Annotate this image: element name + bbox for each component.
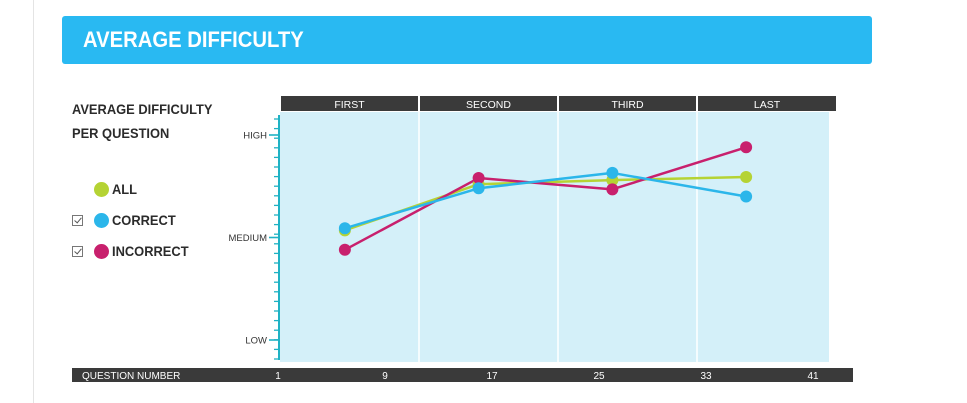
series-line-incorrect xyxy=(343,146,748,252)
page-title: AVERAGE DIFFICULTY xyxy=(83,27,304,52)
data-point-incorrect xyxy=(740,141,753,154)
y-tick-label-low: LOW xyxy=(245,336,267,347)
data-point-incorrect xyxy=(606,183,619,196)
data-point-correct xyxy=(472,182,485,195)
chart-side-title: AVERAGE DIFFICULTY PER QUESTION xyxy=(72,97,256,145)
x-tick-label-33: 33 xyxy=(700,371,712,382)
header-banner: AVERAGE DIFFICULTY xyxy=(62,16,872,64)
quartile-label-last: LAST xyxy=(754,99,781,111)
data-point-correct xyxy=(740,190,753,203)
x-tick-label-17: 17 xyxy=(486,371,498,382)
quartile-label-third: THIRD xyxy=(611,99,643,111)
y-tick-label-medium: MEDIUM xyxy=(228,233,267,244)
y-tick-label-high: HIGH xyxy=(243,131,267,142)
x-tick-label-9: 9 xyxy=(382,371,388,382)
quartile-label-second: SECOND xyxy=(466,99,511,111)
quartile-header-third xyxy=(559,96,696,111)
quartile-header-second xyxy=(420,96,557,111)
x-tick-label-1: 1 xyxy=(275,371,281,382)
plot-area xyxy=(280,112,829,362)
quartile-header-first xyxy=(281,96,418,111)
legend-dot-all xyxy=(94,182,109,197)
data-point-correct xyxy=(338,222,351,235)
correct-checkbox[interactable] xyxy=(72,215,83,226)
legend-dot-correct xyxy=(94,213,109,228)
data-point-incorrect xyxy=(472,172,485,185)
x-axis-label: QUESTION NUMBER xyxy=(82,371,180,382)
side-title-line1: AVERAGE DIFFICULTY xyxy=(72,101,213,117)
legend-dot-incorrect xyxy=(94,244,109,259)
x-tick-label-41: 41 xyxy=(807,371,819,382)
incorrect-checkbox[interactable] xyxy=(72,246,83,257)
x-axis-bar xyxy=(72,368,853,382)
quartile-label-first: FIRST xyxy=(334,99,365,111)
legend-label-correct: CORRECT xyxy=(112,212,176,228)
data-point-incorrect xyxy=(338,243,351,256)
data-point-correct xyxy=(606,166,619,179)
legend-label-incorrect: INCORRECT xyxy=(112,243,189,259)
left-divider xyxy=(33,0,34,403)
quartile-header-last xyxy=(698,96,836,111)
data-point-all xyxy=(740,171,753,184)
series-line-correct xyxy=(343,171,748,230)
side-title-line2: PER QUESTION xyxy=(72,125,170,141)
legend-label-all: ALL xyxy=(112,181,138,197)
x-tick-label-25: 25 xyxy=(593,371,605,382)
